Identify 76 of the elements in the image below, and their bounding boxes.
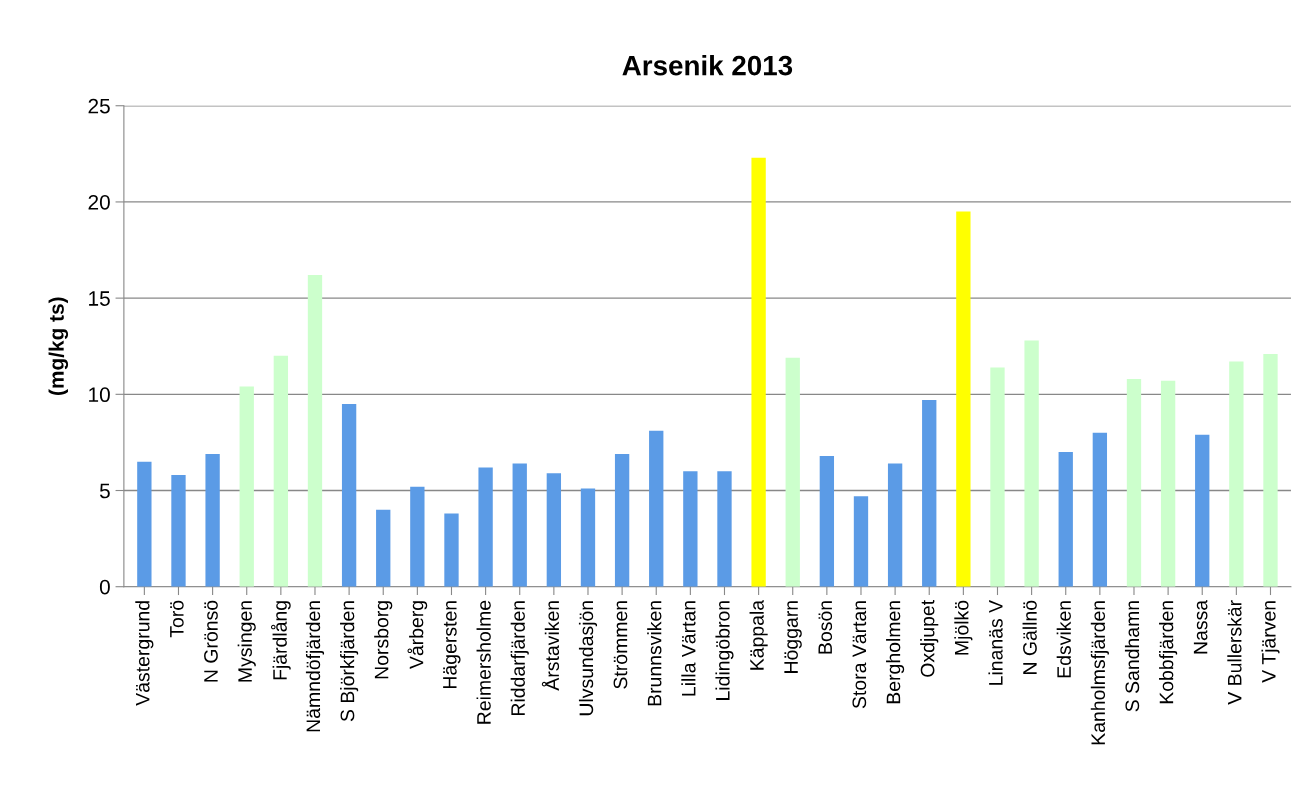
y-tick-label: 5 — [99, 483, 110, 499]
bar — [1160, 380, 1176, 587]
x-tick-label: Västergrund — [135, 601, 154, 706]
bar — [1195, 434, 1210, 587]
y-tick-label: 0 — [99, 579, 110, 595]
bar — [376, 509, 391, 587]
x-tick-label: Ulvsundasjön — [578, 601, 598, 716]
x-tick-label: Årstaviken — [541, 601, 560, 691]
x-tick-label: Nassa — [1193, 599, 1208, 654]
x-tick-label: Vårberg — [407, 601, 428, 669]
x-tick-label: Reimersholme — [476, 600, 491, 724]
bar — [1058, 452, 1073, 587]
x-tick-label: Stora Värtan — [852, 601, 867, 709]
x-tick-label: Kanholmsfjärden — [1090, 601, 1109, 745]
bar — [922, 400, 937, 587]
y-tick-label: 20 — [88, 194, 110, 210]
bar — [1126, 378, 1142, 587]
bar — [239, 386, 254, 587]
bar — [819, 455, 835, 587]
x-tick-label: Höggarn — [784, 601, 802, 673]
x-tick-label: V Tjärven — [1261, 601, 1280, 683]
bar — [444, 513, 459, 587]
bar — [1092, 432, 1108, 587]
x-tick-label: Brunnsviken — [647, 601, 662, 706]
bar — [717, 471, 732, 587]
bar — [1263, 353, 1278, 587]
bar — [853, 496, 869, 587]
bar — [137, 461, 152, 587]
bar — [990, 367, 1005, 587]
x-tick-label: N Gällnö — [1022, 600, 1037, 674]
x-tick-label: Bosön — [818, 601, 833, 654]
y-axis-title: (mg/kg ts) — [48, 297, 69, 395]
bar — [614, 453, 630, 587]
bar — [649, 430, 664, 587]
y-tick-label: 25 — [88, 98, 110, 114]
x-tick-label: Nämndöfjärden — [305, 601, 325, 732]
bar — [546, 473, 562, 587]
x-tick-label: S Björkfjärden — [340, 601, 359, 722]
bar — [956, 211, 971, 587]
x-tick-label: Mjölkö — [954, 600, 973, 655]
bar — [751, 157, 766, 587]
bar — [1229, 361, 1244, 587]
x-tick-label: N Grönsö — [204, 600, 218, 682]
bar — [683, 471, 698, 587]
x-tick-label: Lidingöbron — [715, 601, 734, 700]
x-tick-label: Linanäs V — [988, 599, 1003, 685]
x-tick-label: Strömmen — [613, 601, 628, 689]
bar — [205, 453, 220, 587]
bar — [410, 486, 425, 587]
x-tick-label: Fjärdlång — [271, 601, 291, 680]
bar — [1024, 340, 1039, 587]
x-tick-label: V Bullerskär — [1227, 600, 1242, 705]
bar — [273, 355, 289, 587]
bar — [785, 357, 800, 587]
bar — [887, 463, 903, 587]
x-tick-label: Kobbfjärden — [1159, 601, 1178, 704]
x-tick-label: Hägersten — [443, 601, 461, 689]
x-tick-label: Käppala — [749, 599, 768, 670]
x-tick-label: S Sandhamn — [1124, 601, 1140, 712]
bar — [341, 403, 357, 587]
bar — [171, 475, 186, 587]
x-tick-label: Mysingen — [237, 601, 256, 682]
bar — [307, 275, 323, 587]
x-tick-label: Edsviken — [1056, 601, 1071, 678]
bar — [512, 463, 527, 587]
x-tick-label: Riddarfjärden — [510, 601, 529, 716]
y-tick-label: 15 — [89, 291, 110, 306]
x-tick-label: Lilla Värtan — [681, 601, 696, 696]
bar — [580, 488, 596, 587]
x-tick-label: Norsborg — [374, 601, 393, 679]
x-tick-label: Torö — [170, 600, 184, 638]
x-tick-label: Bergholmen — [886, 601, 905, 704]
bar — [478, 467, 493, 587]
chart-title: Arsenik 2013 — [622, 55, 793, 76]
y-tick-label: 10 — [89, 387, 110, 403]
x-tick-label: Oxdjupet — [920, 600, 939, 677]
